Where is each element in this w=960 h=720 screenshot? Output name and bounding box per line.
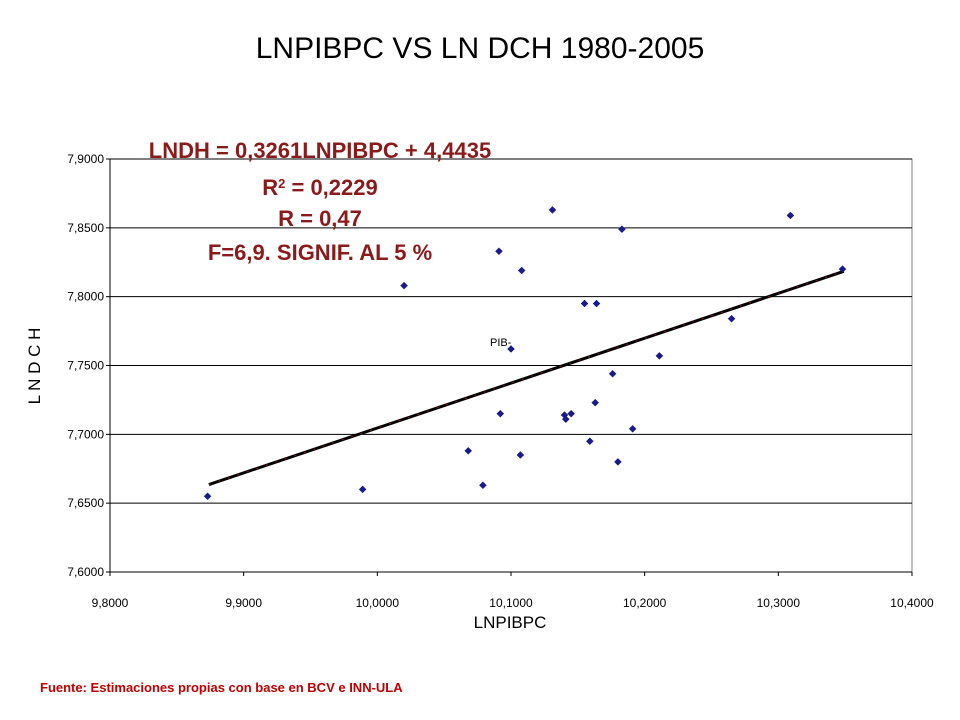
data-point [580,299,589,308]
data-point [655,352,664,360]
data-point [614,458,622,466]
y-tick-label: 7,8500 [67,221,104,235]
x-tick-label: 9,9000 [225,596,262,610]
data-point [838,265,847,273]
y-tick-label: 7,6500 [67,496,104,510]
chart-title: LNPIBPC VS LN DCH 1980-2005 [256,32,705,65]
data-point [495,247,503,256]
gridlines [110,158,912,504]
x-tick-label: 10,3000 [757,596,801,610]
data-point [567,409,576,418]
regression-line [208,269,845,487]
data-point [586,437,594,446]
y-axis-ticks: 7,6000 7,6500 7,7000 7,7500 7,8000 7,8500 7,90… [67,152,110,579]
x-axis-title: LNPIBPC [474,613,547,632]
scatter-points [203,206,847,501]
x-tick-label: 9,8000 [92,596,129,610]
y-tick-label: 7,7000 [67,427,104,441]
data-point [592,299,601,308]
point-label-pib: PIB- [490,337,512,349]
y-axis-title: L N D C H [25,328,44,405]
x-tick-label: 10,0000 [356,596,400,610]
data-point [628,424,637,433]
data-point [479,481,487,490]
data-point [786,211,795,220]
data-point [358,485,367,494]
data-point [516,451,525,459]
regression-equation: LNDH = 0,3261LNPIBPC + 4,4435 [149,138,491,163]
data-point [727,314,736,323]
r-label: R = 0,47 [278,206,362,231]
data-point [203,492,212,501]
x-axis-ticks: 9,8000 9,9000 10,0000 10,1000 10,2000 10,3000… [92,572,934,610]
x-tick-label: 10,4000 [890,596,934,610]
data-point [561,415,570,424]
y-tick-label: 7,7500 [67,359,104,373]
data-point [400,281,408,290]
data-point [507,345,515,353]
y-tick-label: 7,6000 [67,565,104,579]
data-point [496,409,505,418]
trend-line-dashes [208,270,844,486]
data-point [517,266,526,275]
x-tick-label: 10,1000 [489,596,533,610]
y-tick-label: 7,8000 [67,290,104,304]
equation-annotations: LNDH = 0,3261LNPIBPC + 4,4435 R2 = 0,222… [149,138,512,349]
data-point [591,398,600,407]
data-point [464,446,473,455]
source-note: Fuente: Estimaciones propias con base en… [40,680,403,695]
x-tick-label: 10,2000 [623,596,667,610]
data-point [548,206,557,214]
data-point [608,369,617,378]
f-stat-label: F=6,9. SIGNIF. AL 5 % [208,240,432,265]
data-point [618,225,626,234]
y-tick-label: 7,9000 [67,152,104,166]
